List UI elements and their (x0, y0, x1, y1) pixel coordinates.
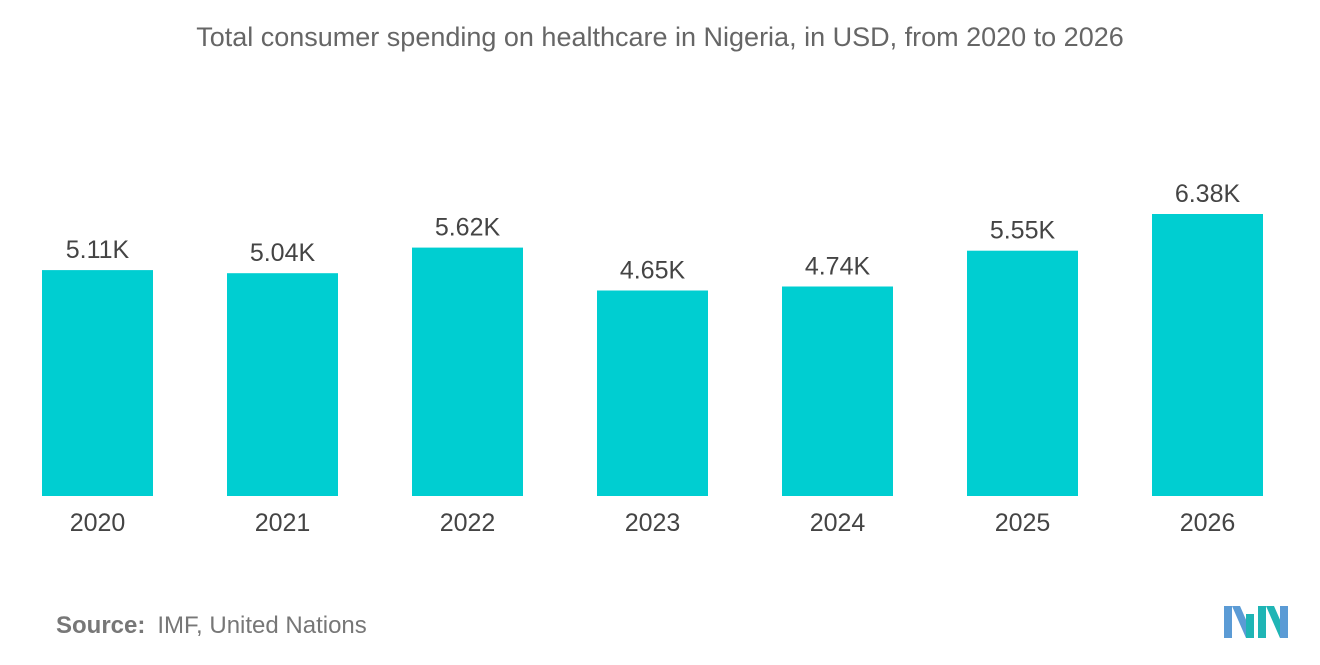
value-label-2024: 4.74K (805, 253, 871, 281)
bar-2020 (42, 270, 153, 496)
value-label-2026: 6.38K (1175, 180, 1241, 208)
x-tick-label-2024: 2024 (810, 509, 866, 537)
chart-title: Total consumer spending on healthcare in… (196, 22, 1124, 52)
bars-layer (42, 214, 1263, 496)
value-label-2021: 5.04K (250, 239, 316, 267)
x-tick-label-2026: 2026 (1180, 509, 1236, 537)
value-label-2020: 5.11K (66, 236, 130, 264)
source-text: IMF, United Nations (157, 612, 367, 639)
bar-2026 (1152, 214, 1263, 496)
bar-2021 (227, 273, 338, 496)
bar-2022 (412, 247, 523, 496)
x-tick-label-2022: 2022 (440, 509, 496, 537)
value-label-2025: 5.55K (990, 217, 1056, 245)
source-label: Source: (56, 612, 146, 639)
x-tick-label-2025: 2025 (995, 509, 1051, 537)
value-labels-layer: 5.11K 5.04K 5.62K 4.65K 4.74K 5.55K 6.38K (66, 180, 1241, 285)
value-label-2023: 4.65K (620, 257, 686, 285)
x-tick-label-2023: 2023 (625, 509, 681, 537)
source-note: Source: IMF, United Nations (56, 612, 367, 640)
value-label-2022: 5.62K (435, 214, 501, 242)
mordor-intelligence-logo-icon (1224, 604, 1290, 643)
bar-2025 (967, 250, 1078, 496)
x-tick-labels-layer: 2020 2021 2022 2023 2024 2025 2026 (70, 509, 1236, 537)
x-tick-label-2021: 2021 (255, 509, 311, 537)
x-tick-label-2020: 2020 (70, 509, 126, 537)
bar-2023 (597, 290, 708, 496)
bar-2024 (782, 286, 893, 496)
